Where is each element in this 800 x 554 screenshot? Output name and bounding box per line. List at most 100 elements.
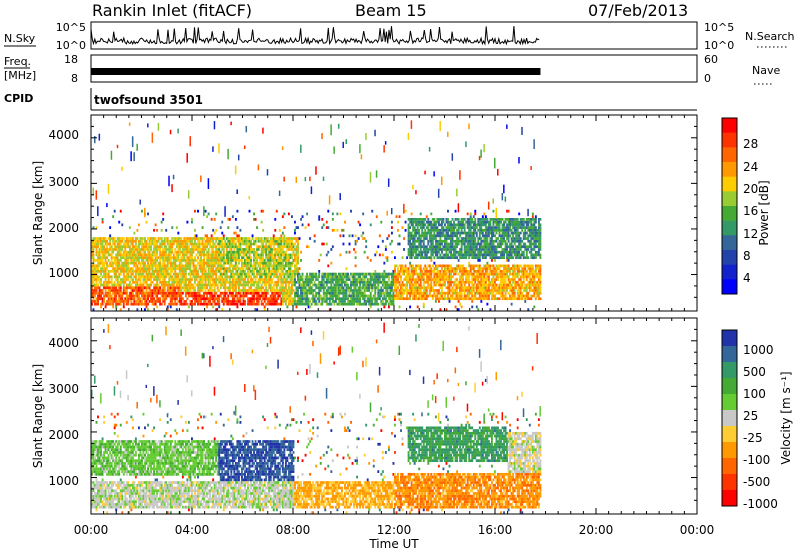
- heatmap-cell: [122, 300, 125, 303]
- heatmap-cell: [234, 231, 237, 235]
- heatmap-cell: [362, 212, 365, 216]
- heatmap-cell: [248, 269, 251, 273]
- heatmap-cell: [253, 280, 256, 284]
- heatmap-cell: [107, 302, 110, 306]
- heatmap-cell: [259, 278, 262, 281]
- heatmap-cell: [98, 289, 101, 292]
- heatmap-cell: [263, 308, 266, 311]
- heatmap-cell: [228, 245, 231, 249]
- heatmap-cell: [462, 264, 465, 268]
- heatmap-cell: [118, 250, 121, 254]
- heatmap-cell: [436, 231, 439, 235]
- heatmap-cell: [219, 261, 222, 265]
- heatmap-cell: [381, 275, 384, 279]
- heatmap-cell: [310, 302, 313, 306]
- heatmap-cell: [234, 302, 237, 306]
- heatmap-cell: [247, 280, 249, 284]
- heatmap-cell: [92, 278, 95, 281]
- heatmap-cell: [286, 280, 289, 284]
- heatmap-cell: [431, 248, 434, 251]
- heatmap-cell: [459, 269, 462, 273]
- heatmap-cell: [347, 272, 349, 276]
- heatmap-cell: [281, 215, 284, 219]
- heatmap-cell: [224, 242, 227, 246]
- heatmap-cell: [178, 253, 181, 257]
- heatmap-cell: [466, 269, 469, 273]
- heatmap-cell: [254, 256, 257, 260]
- heatmap-cell: [292, 300, 295, 303]
- heatmap-cell: [353, 291, 356, 295]
- heatmap-cell: [116, 289, 119, 292]
- heatmap-cell: [295, 286, 298, 290]
- heatmap-cell: [127, 242, 130, 246]
- heatmap-cell: [404, 286, 407, 290]
- heatmap-cell: [415, 218, 418, 221]
- heatmap-cell: [109, 294, 112, 298]
- heatmap-cell: [324, 272, 327, 276]
- heatmap-cell: [339, 283, 342, 287]
- heatmap-cell: [297, 245, 299, 249]
- heatmap-cell: [239, 283, 242, 287]
- heatmap-cell: [154, 294, 157, 298]
- heatmap-cell: [300, 289, 302, 292]
- heatmap-cell: [206, 215, 209, 219]
- heatmap-cell: [436, 220, 439, 224]
- heatmap-cell: [254, 297, 257, 301]
- heatmap-cell: [394, 289, 396, 292]
- heatmap-cell: [139, 297, 142, 301]
- heatmap-cell: [290, 264, 293, 268]
- heatmap-cell: [439, 228, 442, 232]
- heatmap-cell: [474, 237, 477, 240]
- heatmap-cell: [307, 300, 310, 303]
- heatmap-cell: [351, 278, 354, 281]
- heatmap-cell: [119, 259, 122, 262]
- heatmap-cell: [450, 250, 452, 254]
- heatmap-cell: [190, 250, 193, 254]
- heatmap-cell: [141, 239, 143, 243]
- heatmap-cell: [263, 269, 266, 273]
- heatmap-cell: [334, 280, 337, 284]
- heatmap-cell: [468, 239, 471, 243]
- heatmap-cell: [225, 300, 228, 303]
- heatmap-cell: [448, 223, 451, 227]
- heatmap-cell: [150, 291, 153, 295]
- heatmap-cell: [189, 237, 192, 240]
- heatmap-cell: [394, 275, 396, 279]
- heatmap-cell: [303, 302, 306, 306]
- heatmap-cell: [427, 283, 430, 287]
- heatmap-cell: [200, 267, 202, 270]
- heatmap-cell: [328, 308, 331, 311]
- heatmap-cell: [163, 289, 166, 292]
- heatmap-cell: [465, 256, 468, 260]
- heatmap-cell: [219, 275, 222, 279]
- heatmap-cell: [172, 280, 175, 284]
- heatmap-cell: [344, 280, 346, 284]
- heatmap-cell: [172, 302, 175, 306]
- heatmap-cell: [269, 261, 272, 265]
- heatmap-cell: [422, 283, 425, 287]
- heatmap-cell: [154, 256, 157, 260]
- heatmap-cell: [195, 267, 198, 270]
- heatmap-cell: [200, 297, 202, 301]
- heatmap-cell: [412, 289, 415, 292]
- heatmap-cell: [384, 280, 387, 284]
- heatmap-cell: [454, 291, 457, 295]
- heatmap-cell: [431, 264, 434, 268]
- heatmap-cell: [257, 261, 260, 265]
- heatmap-cell: [300, 218, 302, 221]
- heatmap-cell: [416, 280, 419, 284]
- heatmap-cell: [457, 228, 460, 232]
- heatmap-cell: [116, 253, 119, 257]
- heatmap-cell: [425, 256, 428, 260]
- heatmap-cell: [457, 308, 460, 311]
- heatmap-cell: [354, 286, 357, 290]
- heatmap-cell: [139, 261, 142, 265]
- heatmap-cell: [236, 297, 239, 301]
- heatmap-cell: [183, 300, 186, 303]
- heatmap-cell: [447, 294, 449, 298]
- heatmap-cell: [133, 269, 136, 273]
- heatmap-cell: [175, 275, 178, 279]
- heatmap-cell: [201, 280, 204, 284]
- heatmap-cell: [318, 283, 321, 287]
- heatmap-cell: [175, 250, 178, 254]
